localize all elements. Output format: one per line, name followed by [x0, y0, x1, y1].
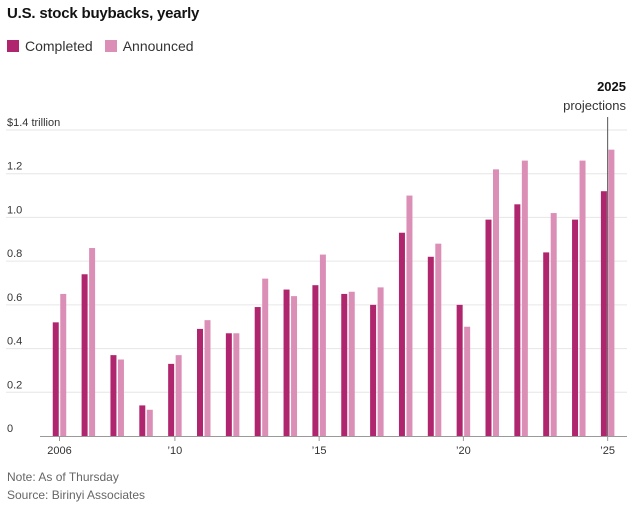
bar-completed-2019 — [427, 256, 434, 436]
bar-completed-2011 — [197, 328, 203, 436]
y-tick-label: 0.2 — [7, 379, 22, 391]
bar-announced-2013 — [262, 278, 269, 436]
chart-title: U.S. stock buybacks, yearly — [7, 5, 200, 22]
bar-completed-2020 — [456, 304, 463, 436]
bar-announced-2020 — [464, 326, 471, 436]
footer-note: Note: As of Thursday — [7, 470, 119, 484]
bar-completed-2009 — [139, 405, 146, 436]
bar-completed-2021 — [485, 219, 492, 436]
bar-announced-2023 — [550, 213, 557, 436]
bar-completed-2018 — [398, 232, 405, 436]
bars — [52, 149, 615, 437]
bar-completed-2025 — [600, 191, 607, 436]
y-tick-label: 1.2 — [7, 161, 22, 173]
bar-completed-2010 — [168, 363, 175, 436]
bar-announced-2016 — [348, 291, 355, 436]
bar-completed-2008 — [110, 355, 117, 436]
y-tick-label: 0 — [7, 423, 13, 435]
projection-year: 2025 — [597, 79, 626, 94]
bar-announced-2010 — [175, 355, 182, 436]
bar-completed-2016 — [341, 293, 348, 436]
bar-announced-2014 — [291, 296, 298, 436]
bar-completed-2022 — [514, 204, 521, 436]
bar-announced-2024 — [579, 160, 586, 436]
bar-announced-2018 — [406, 195, 413, 436]
legend-label-completed: Completed — [25, 38, 93, 54]
bar-announced-2025 — [608, 149, 615, 436]
bar-completed-2012 — [225, 333, 232, 436]
bar-announced-2011 — [204, 320, 211, 436]
projection-label: projections — [563, 98, 626, 113]
bar-announced-2009 — [146, 409, 153, 436]
legend-swatch-announced — [104, 40, 117, 52]
y-tick-label: 0.6 — [7, 292, 22, 304]
legend-item-completed: Completed — [7, 38, 93, 54]
bar-announced-2022 — [521, 160, 528, 436]
bar-completed-2013 — [254, 307, 261, 436]
bar-announced-2015 — [319, 254, 326, 436]
y-tick-label: 0.8 — [7, 248, 22, 260]
bar-completed-2017 — [370, 304, 377, 436]
bar-completed-2014 — [283, 289, 290, 436]
y-tick-label: 1.0 — [7, 204, 22, 216]
x-tick-label: ’10 — [168, 445, 183, 457]
bar-announced-2007 — [89, 248, 96, 436]
legend-item-announced: Announced — [104, 38, 194, 54]
bar-announced-2008 — [117, 359, 124, 436]
bar-announced-2017 — [377, 287, 384, 436]
x-tick-label: ’25 — [600, 445, 615, 457]
y-tick-label: $1.4 trillion — [7, 117, 60, 129]
bar-announced-2019 — [435, 243, 442, 436]
bar-announced-2006 — [60, 293, 67, 436]
bar-completed-2023 — [543, 252, 550, 436]
legend-swatch-completed — [7, 40, 19, 52]
axes: 0 0.2 0.4 0.6 0.8 1.0 1.2 $1.4 trillion 2006 ’10 ’… — [7, 117, 627, 457]
bar-announced-2021 — [493, 169, 499, 437]
bar-completed-2015 — [312, 285, 319, 436]
bar-completed-2006 — [52, 322, 59, 436]
x-tick-label: ’15 — [312, 445, 327, 457]
x-tick-label: 2006 — [47, 445, 71, 457]
projection-annotation: 2025 projections — [563, 79, 626, 436]
bar-completed-2007 — [81, 274, 88, 436]
bar-completed-2024 — [572, 219, 579, 436]
chart-legend: Completed Announced — [7, 38, 206, 54]
legend-label-announced: Announced — [122, 38, 194, 54]
x-tick-label: ’20 — [456, 445, 471, 457]
bar-announced-2012 — [233, 333, 240, 436]
y-tick-label: 0.4 — [7, 336, 22, 348]
footer-source: Source: Birinyi Associates — [7, 488, 146, 502]
